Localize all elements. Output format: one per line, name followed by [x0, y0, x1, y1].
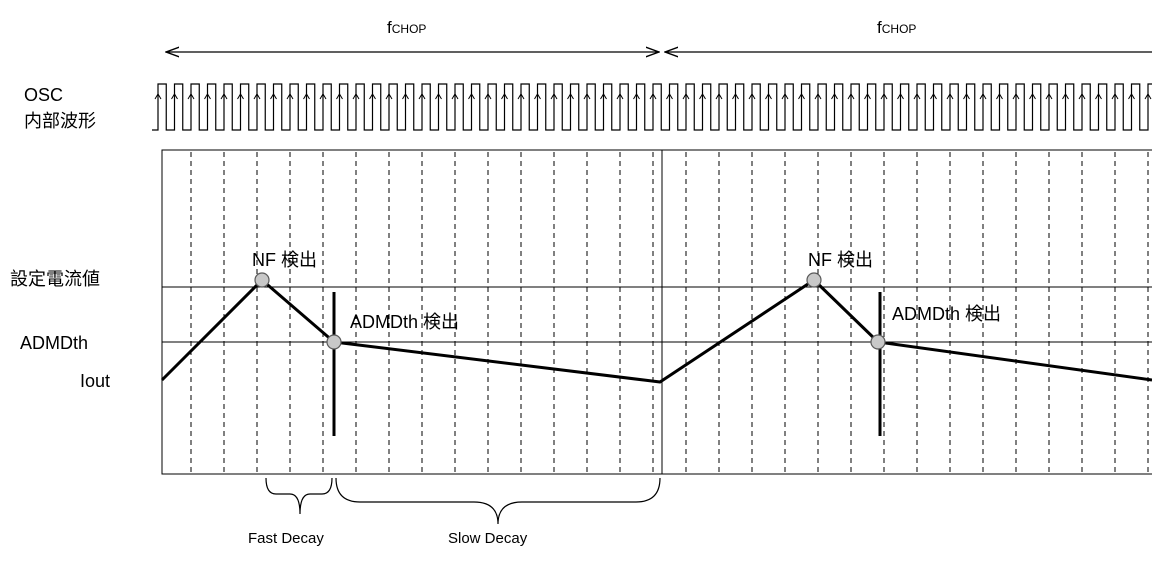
- osc-rising-edge-arrow: [963, 93, 970, 100]
- osc-rising-edge-arrow: [1012, 93, 1020, 100]
- admdth-detect-marker-1: [326, 334, 342, 350]
- osc-rising-edge-arrow: [616, 93, 624, 100]
- plot-frame: [161, 149, 1152, 475]
- osc-rising-edge-arrow: [435, 93, 442, 100]
- osc-rising-edge-arrow: [1045, 93, 1053, 100]
- osc-rising-edge-arrow: [781, 93, 789, 100]
- osc-rising-edge-arrow: [600, 93, 607, 100]
- period-label-2: fCHOP: [877, 18, 917, 37]
- osc-rising-edge-arrow: [336, 93, 343, 100]
- osc-rising-edge-arrow: [1144, 93, 1152, 100]
- osc-rising-edge-arrow: [484, 93, 492, 100]
- osc-rising-edge-arrow: [1128, 93, 1135, 100]
- osc-rising-edge-arrow: [913, 93, 921, 100]
- osc-rising-edge-arrow: [864, 93, 871, 100]
- osc-rising-edge-arrow: [501, 93, 508, 100]
- period-label-1: fCHOP: [387, 18, 427, 37]
- osc-rising-edge-arrow: [765, 93, 772, 100]
- osc-rising-edge-arrow: [402, 93, 409, 100]
- osc-waveform: [152, 83, 1152, 131]
- osc-label-line1: OSC: [24, 85, 64, 105]
- osc-rising-edge-arrow: [996, 93, 1003, 100]
- osc-rising-edge-arrow: [303, 93, 310, 100]
- nf-detect-label-1: NF 検出: [252, 250, 317, 270]
- osc-rising-edge-arrow: [979, 93, 987, 100]
- osc-rising-edge-arrow: [1078, 93, 1086, 100]
- osc-rising-edge-arrow: [1095, 93, 1102, 100]
- osc-rising-edge-arrow: [682, 93, 690, 100]
- osc-rising-edge-arrow: [204, 93, 211, 100]
- osc-rising-edge-arrow: [946, 93, 954, 100]
- slow-decay-brace: [335, 477, 661, 525]
- osc-rising-edge-arrow: [270, 93, 277, 100]
- nf-detect-label-2: NF 検出: [808, 250, 873, 270]
- admdth-detect-label-2: ADMDth 検出: [892, 304, 1002, 324]
- osc-rising-edge-arrow: [649, 93, 657, 100]
- osc-rising-edge-arrow: [1062, 93, 1069, 100]
- osc-rising-edge-arrow: [369, 93, 376, 100]
- osc-rising-edge-arrow: [732, 93, 739, 100]
- osc-rising-edge-arrow: [847, 93, 855, 100]
- osc-rising-edge-arrow: [154, 93, 162, 100]
- iout-label: Iout: [80, 371, 111, 391]
- osc-rising-edge-arrow: [814, 93, 822, 100]
- osc-rising-edge-arrow: [319, 93, 327, 100]
- osc-rising-edge-arrow: [418, 93, 426, 100]
- osc-rising-edge-arrow: [468, 93, 475, 100]
- osc-rising-edge-arrow: [880, 93, 888, 100]
- osc-square-wave: [152, 83, 1152, 131]
- osc-rising-edge-arrow: [666, 93, 673, 100]
- slow-decay-label: Slow Decay: [448, 530, 528, 547]
- osc-rising-edge-arrow: [633, 93, 640, 100]
- osc-rising-edge-arrow: [286, 93, 294, 100]
- osc-rising-edge-arrow: [1111, 93, 1119, 100]
- fast-decay-label: Fast Decay: [248, 530, 324, 547]
- admdth-detect-label-1: ADMDth 検出: [350, 312, 460, 332]
- iout-waveform: [160, 278, 1152, 384]
- osc-rising-edge-arrow: [237, 93, 244, 100]
- osc-rising-edge-arrow: [534, 93, 541, 100]
- osc-rising-edge-arrow: [171, 93, 178, 100]
- osc-rising-edge-arrow: [352, 93, 360, 100]
- osc-rising-edge-arrow: [220, 93, 228, 100]
- osc-rising-edge-arrow: [451, 93, 459, 100]
- osc-label-line2: 内部波形: [24, 111, 96, 131]
- osc-rising-edge-arrow: [1029, 93, 1036, 100]
- admdth-label: ADMDth: [20, 333, 89, 353]
- osc-rising-edge-arrow: [715, 93, 723, 100]
- osc-rising-edge-arrow: [930, 93, 937, 100]
- fast-decay-brace: [265, 477, 333, 515]
- osc-rising-edge-arrow: [699, 93, 706, 100]
- osc-rising-edge-arrow: [550, 93, 558, 100]
- osc-rising-edge-arrow: [253, 93, 261, 100]
- osc-rising-edge-arrow: [831, 93, 838, 100]
- nf-detect-marker-1: [254, 272, 270, 288]
- nf-detect-marker-2: [806, 272, 822, 288]
- admdth-detect-marker-2: [870, 334, 886, 350]
- osc-rising-edge-arrow: [567, 93, 574, 100]
- osc-rising-edge-arrow: [897, 93, 904, 100]
- osc-rising-edge-arrow: [748, 93, 756, 100]
- osc-rising-edge-arrow: [517, 93, 525, 100]
- osc-rising-edge-arrow: [583, 93, 591, 100]
- osc-rising-edge-arrow: [187, 93, 195, 100]
- osc-rising-edge-arrow: [385, 93, 393, 100]
- osc-rising-edge-arrow: [798, 93, 805, 100]
- set-current-label: 設定電流値: [10, 269, 100, 289]
